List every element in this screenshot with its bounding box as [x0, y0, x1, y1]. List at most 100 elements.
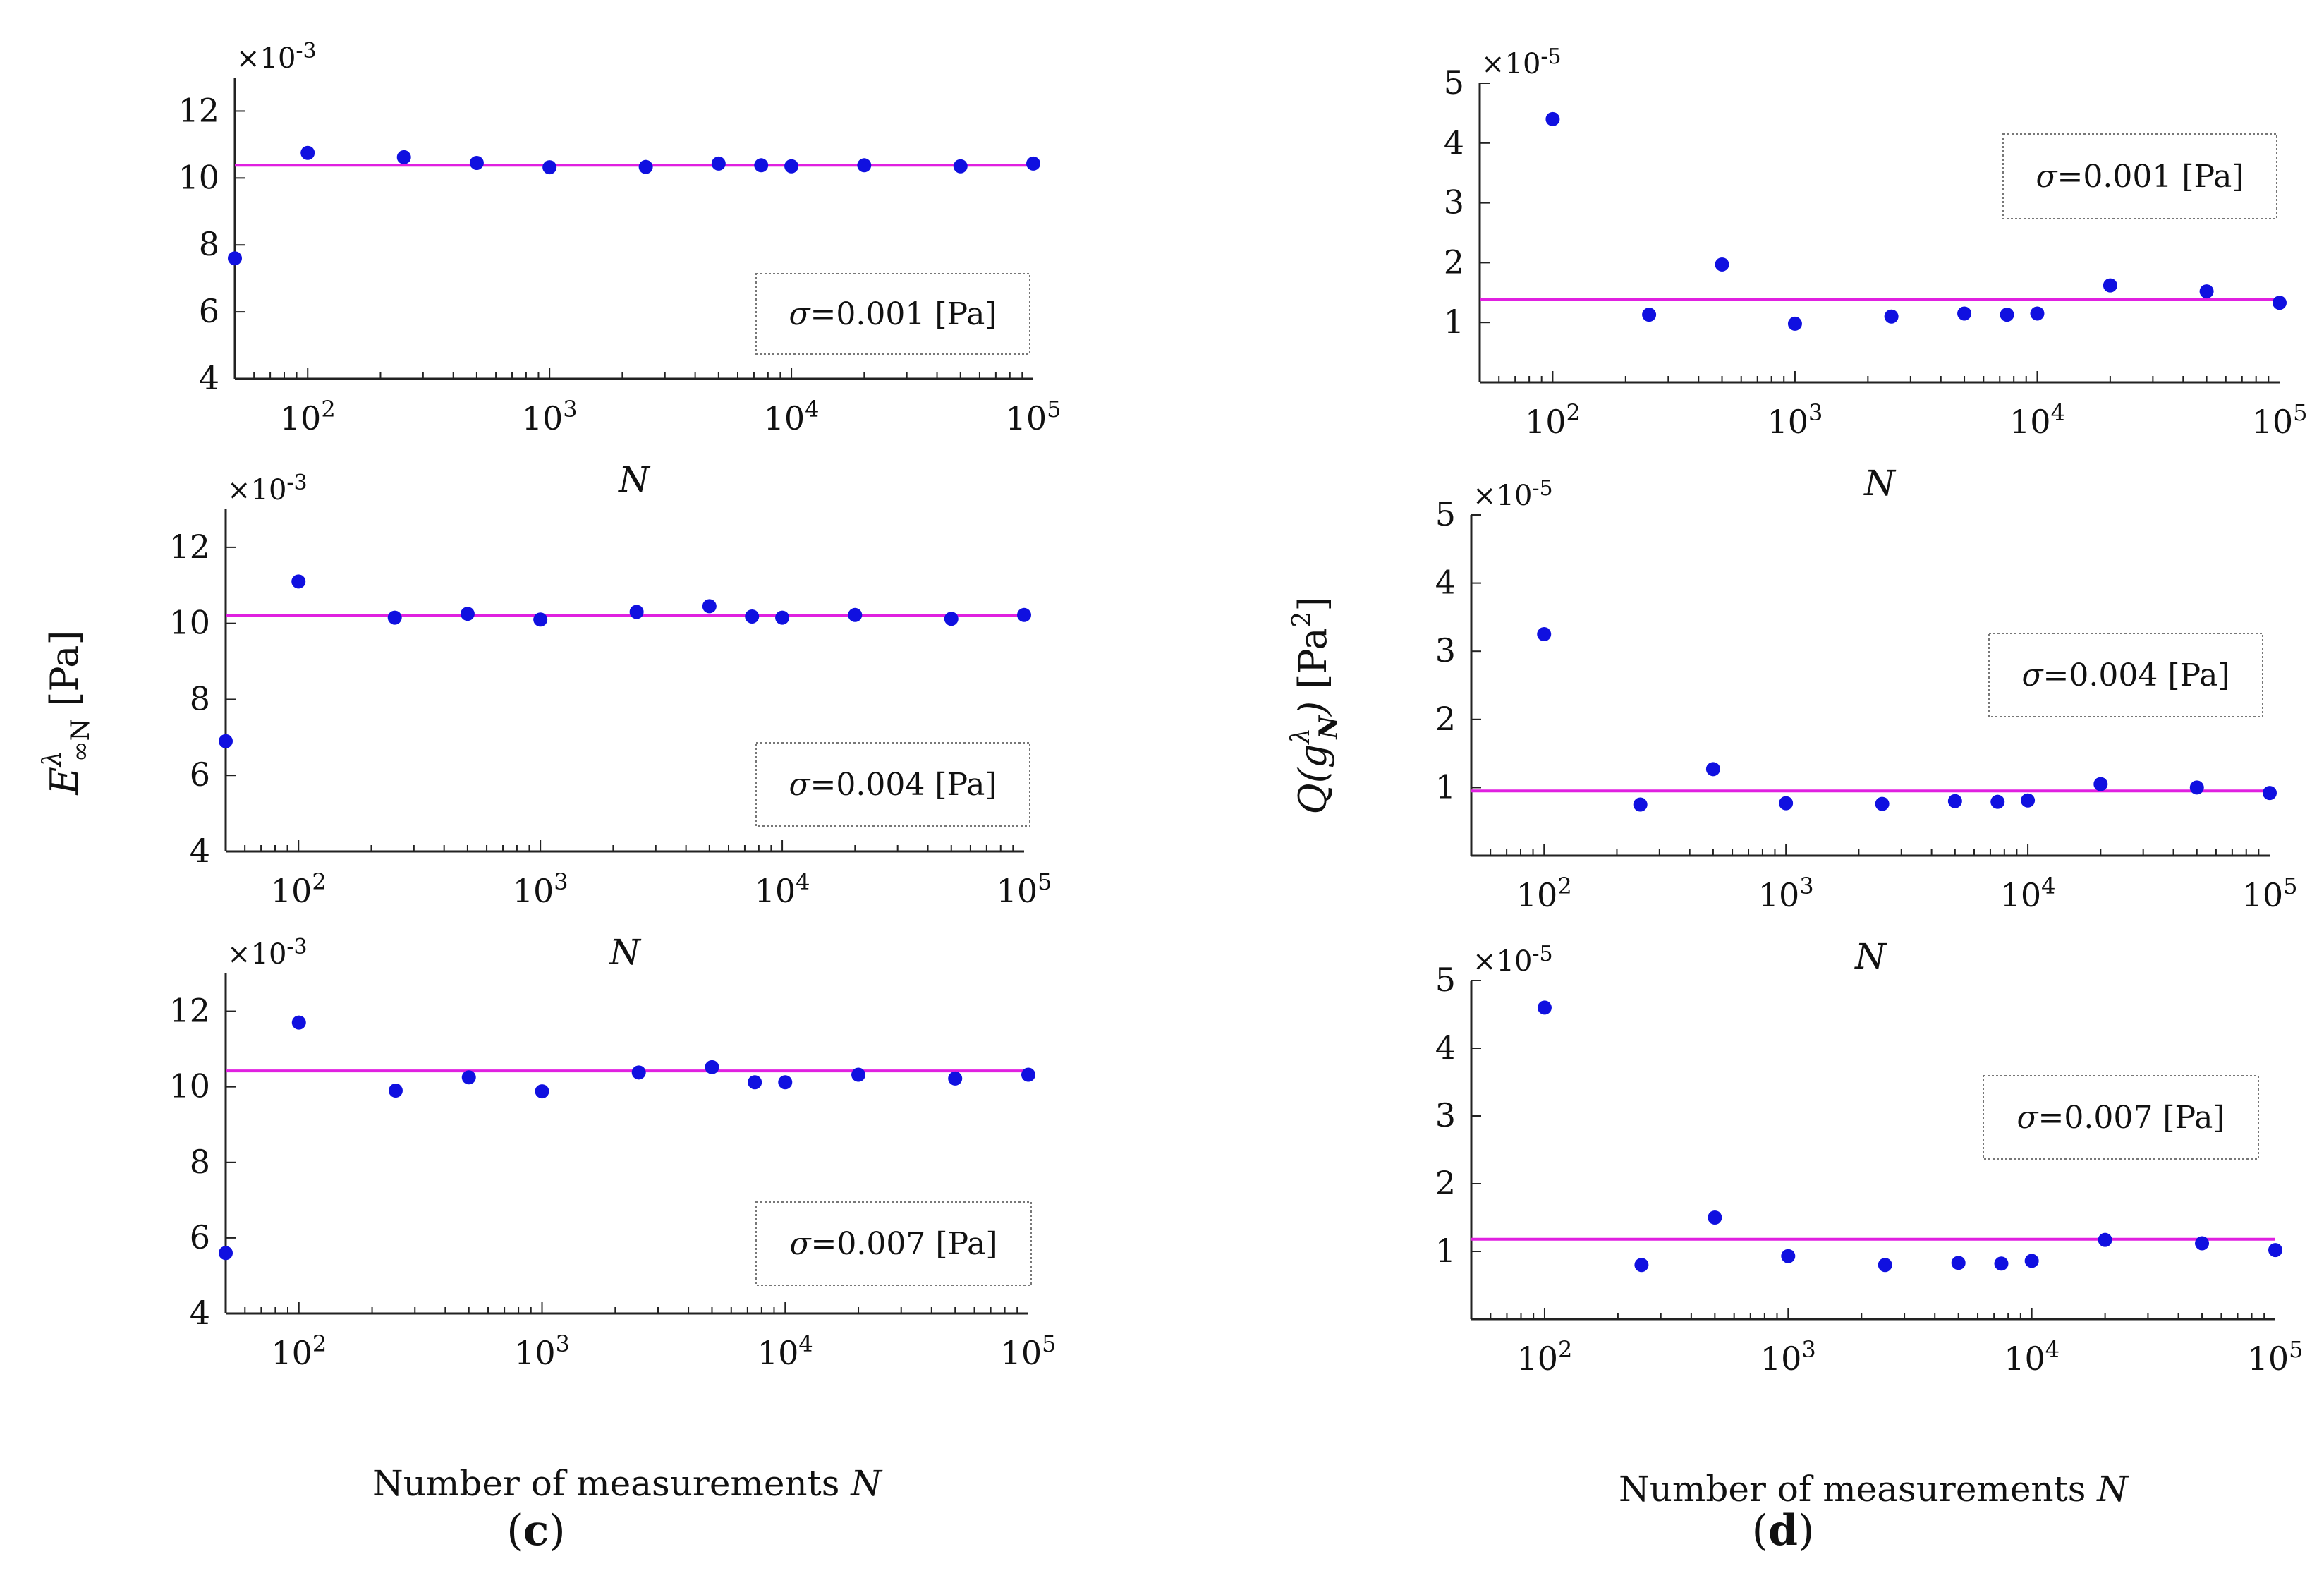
- y-axis-label-right-text: Q(gλN) [Pa2]: [1286, 596, 1344, 814]
- data-point: [2273, 296, 2287, 310]
- y-tick-label: 4: [1435, 564, 1456, 602]
- legend-box: [755, 742, 1030, 827]
- y-tick-label: 2: [1435, 1164, 1456, 1202]
- data-point: [228, 251, 242, 266]
- data-point: [1715, 257, 1729, 272]
- data-point: [631, 1065, 646, 1080]
- data-point: [1021, 1067, 1035, 1082]
- data-point: [291, 1015, 306, 1030]
- y-tick-label: 12: [169, 992, 210, 1030]
- data-point: [1781, 1249, 1796, 1263]
- data-point: [784, 159, 799, 174]
- data-point: [300, 145, 315, 160]
- data-point: [857, 158, 872, 173]
- legend-box: [2002, 133, 2277, 219]
- chart-c2: 102 103 104 105 4 6 8 10 12 ×10-3 σ=0.004 [Pa] N: [169, 471, 1052, 973]
- data-point: [1878, 1258, 1892, 1273]
- x-tick-label: 103: [1758, 873, 1814, 914]
- data-point: [1957, 306, 1972, 321]
- x-tick-label: 102: [1525, 399, 1581, 441]
- y-multiplier: ×10-3: [227, 471, 308, 506]
- data-point: [1787, 316, 1802, 331]
- y-tick-label: 4: [190, 1294, 210, 1332]
- data-point: [2093, 777, 2108, 791]
- y-tick-label: 1: [1444, 303, 1464, 341]
- y-tick-label: 1: [1435, 767, 1456, 806]
- y-tick-label: 3: [1444, 183, 1464, 221]
- x-axis-label: N: [609, 932, 642, 973]
- data-point: [291, 574, 306, 589]
- data-point: [2021, 793, 2036, 808]
- x-tick-label: 105: [997, 868, 1052, 910]
- panel-label-d: (d): [1752, 1506, 1815, 1555]
- x-tick-label: 102: [280, 396, 336, 437]
- data-point: [2030, 306, 2045, 321]
- x-tick-label: 104: [758, 1330, 813, 1372]
- y-tick-label: 2: [1444, 243, 1464, 281]
- data-point: [469, 155, 484, 170]
- x-tick-label: 102: [271, 868, 327, 910]
- x-tick-label: 103: [513, 868, 568, 910]
- data-point: [2268, 1243, 2282, 1258]
- chart-d2: 102 103 104 105 1 2 3 4 5 ×10-5 σ=0.004 [Pa] N: [1435, 476, 2298, 977]
- x-tick-label: 105: [2242, 873, 2298, 914]
- data-point: [1017, 607, 1031, 622]
- chart-d1: 102 103 104 105 1 2 3 4 5 ×10-5 σ=0.001 [Pa] N: [1444, 44, 2308, 504]
- x-tick-label: 104: [2009, 399, 2065, 441]
- legend-box: [755, 273, 1030, 355]
- legend-text: σ=0.001 [Pa]: [2036, 159, 2244, 195]
- x-tick-label: 105: [2248, 1336, 2304, 1378]
- y-multiplier: ×10-3: [236, 39, 317, 75]
- data-point: [542, 160, 557, 175]
- data-point: [2189, 780, 2204, 795]
- y-tick-label: 10: [169, 1067, 210, 1105]
- y-axis-label-right: Q(gλN) [Pa2]: [1286, 596, 1344, 814]
- legend-box: [1988, 633, 2263, 717]
- chart-c1: 102 103 104 105 4 6 8 10 12 ×10-3 σ=0.001 [Pa] N: [178, 39, 1061, 500]
- data-point: [638, 159, 653, 174]
- y-tick-label: 8: [199, 225, 219, 263]
- y-tick-label: 6: [199, 292, 219, 330]
- data-point: [1705, 762, 1720, 777]
- data-point: [851, 1067, 866, 1082]
- x-tick-label: 105: [1006, 396, 1061, 437]
- y-tick-label: 4: [1435, 1028, 1456, 1067]
- y-tick-label: 12: [169, 528, 210, 566]
- y-multiplier: ×10-5: [1473, 476, 1553, 512]
- data-point: [775, 610, 790, 625]
- y-tick-label: 8: [190, 1143, 210, 1181]
- x-tick-label: 105: [2252, 399, 2308, 441]
- legend-box: [755, 1201, 1032, 1286]
- x-tick-label: 104: [764, 396, 820, 437]
- y-multiplier: ×10-3: [227, 935, 308, 971]
- data-point: [461, 1070, 476, 1085]
- y-tick-label: 5: [1444, 63, 1464, 102]
- y-tick-label: 6: [190, 755, 210, 794]
- data-point: [460, 607, 475, 621]
- y-tick-label: 5: [1435, 495, 1456, 533]
- data-point: [948, 1071, 963, 1086]
- data-point: [705, 1060, 719, 1074]
- data-point: [2195, 1236, 2210, 1251]
- y-tick-label: 3: [1435, 631, 1456, 669]
- data-point: [533, 612, 548, 627]
- data-point: [1951, 1256, 1966, 1270]
- data-point: [748, 1075, 762, 1090]
- data-point: [848, 607, 863, 622]
- y-tick-label: 6: [190, 1218, 210, 1256]
- y-tick-label: 4: [199, 359, 219, 397]
- legend-box: [1983, 1075, 2259, 1160]
- x-tick-label: 102: [1517, 1336, 1573, 1378]
- y-tick-label: 5: [1435, 961, 1456, 999]
- legend-text: σ=0.001 [Pa]: [789, 296, 997, 332]
- data-point: [219, 1246, 233, 1261]
- data-point: [778, 1075, 793, 1090]
- data-point: [1537, 1000, 1552, 1015]
- data-point: [1947, 794, 1962, 808]
- data-point: [944, 612, 959, 626]
- data-point: [1994, 1256, 2009, 1271]
- x-tick-label: 103: [1760, 1336, 1816, 1378]
- x-axis-label: N: [1863, 463, 1897, 504]
- data-point: [1884, 309, 1899, 324]
